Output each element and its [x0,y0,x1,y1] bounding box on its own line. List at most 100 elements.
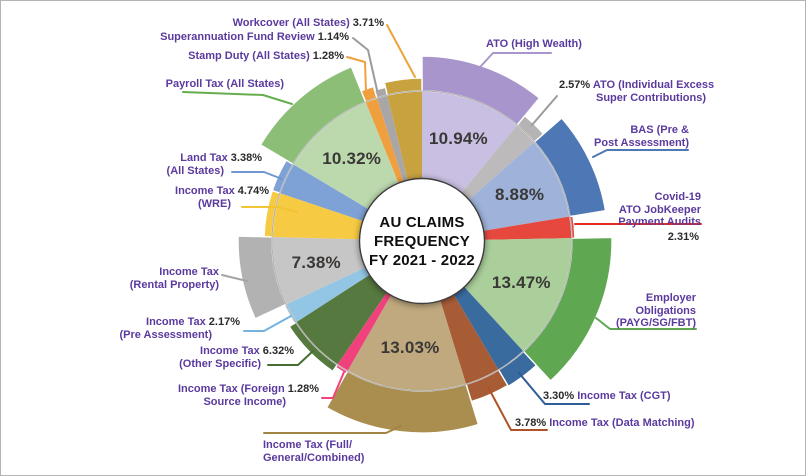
callout-other-specific: Income Tax 6.32% (Other Specific) [161,345,294,370]
callout-full-general-combined: Income Tax (Full/General/Combined) [263,439,393,464]
callout-label: (Other Specific) [179,357,261,370]
callout-jobkeeper-pct: 2.31% [599,231,699,244]
callout-percent: 3.78% [515,417,550,429]
leader-line-payroll-tax [182,91,293,105]
segment-inner-jobkeeper [483,216,572,240]
leader-line-data-matching [487,386,548,431]
leader-line-land-tax [231,171,283,180]
callout-label: Employer [645,292,696,304]
segment-inner-bas [468,141,570,231]
callout-line: 3.78% Income Tax (Data Matching) [515,417,700,430]
callout-line: Obligations [576,304,697,318]
callout-line: (PAYG/SG/FBT) [576,317,696,330]
callout-percent: 3.71% [352,17,384,29]
callout-line: (WRE) [151,198,269,211]
callout-label: Income Tax [159,266,219,278]
callout-label: Land Tax [180,152,231,164]
leader-line-cgt [518,372,590,405]
segment-inner-foreign-source [337,292,391,372]
callout-line: Land Tax 3.38% [151,152,262,165]
leader-line-foreign-source [321,371,345,399]
callout-label: Post Assessment) [594,136,689,149]
segment-percent-bas: 8.88% [494,184,545,204]
callout-label: Superannuation Fund Review [160,31,318,43]
segment-inner-wre [272,193,363,240]
leader-line-excess-super [531,95,558,126]
callout-percent: 6.32% [262,345,294,357]
callout-percent: 2.31% [667,231,699,243]
callout-line: Income Tax 4.74% [151,185,269,198]
callout-line: Income Tax (Full/ [263,439,393,452]
callout-line: 2.57% ATO (Individual Excess [559,79,724,92]
leader-line-wre [241,206,298,213]
leader-line-stamp-duty [346,56,367,93]
callout-line: Income Tax (Foreign 1.28% [171,383,319,396]
callout-percent: 4.74% [237,185,269,197]
center-circle [358,177,486,305]
callout-line: Payroll Tax (All States) [119,78,284,91]
segment-inner-full-general-combined [347,295,467,391]
callout-label: (All States) [166,164,224,177]
segment-inner-high-wealth [422,91,518,193]
center-title-line: FY 2021 - 2022 [369,252,475,269]
segment-percent-employer-obligations: 13.47% [491,273,551,293]
callout-line: Superannuation Fund Review 1.14% [127,31,349,44]
callout-line: Source Income) [171,396,319,409]
callout-line: Stamp Duty (All States) 1.28% [124,50,344,63]
callout-line: (Rental Property) [111,279,219,292]
callout-line: Income Tax 6.32% [161,345,294,358]
callout-line: Payment Audits [579,216,701,229]
callout-employer-obligations: Employer Obligations (PAYG/SG/FBT) [576,292,696,330]
leader-line-pre-assessment [243,315,292,332]
callout-wre: Income Tax 4.74% (WRE) [151,185,269,210]
callout-line: Income Tax [111,266,219,279]
callout-line: Employer [576,292,696,305]
callout-label: Payment Audits [618,216,701,228]
callout-land-tax: Land Tax 3.38% (All States) [151,152,262,177]
segment-inner-land-tax [279,164,369,222]
segment-percent-high-wealth: 10.94% [428,129,488,149]
segment-inner-payroll-tax [293,101,399,210]
callout-line: 2.31% [599,231,699,244]
callout-label: Income Tax (Foreign [177,383,288,395]
ring-outline [271,90,573,392]
callout-label: Payroll Tax (All States) [165,78,284,90]
callout-cgt: 3.30% Income Tax (CGT) [543,390,703,403]
callout-line: (Other Specific) [161,358,294,371]
callout-line: Post Assessment) [569,137,689,150]
callout-label: Income Tax [200,345,263,357]
callout-superannuation: Superannuation Fund Review 1.14% [127,31,349,44]
center-title-line: AU CLAIMS [379,214,465,231]
callout-percent: 1.28% [312,50,344,62]
callout-percent: 1.14% [317,31,349,43]
callout-label: Income Tax (CGT) [577,390,671,402]
callout-label: ATO (High Wealth) [486,38,582,50]
callout-jobkeeper: Covid-19 ATO JobKeeper Payment Audits [579,191,701,229]
callout-label: Source Income) [203,395,286,408]
callout-high-wealth: ATO (High Wealth) [486,38,646,51]
callout-percent: 3.38% [230,152,262,164]
leader-line-other-specific [267,350,314,366]
callout-label: ATO (Individual Excess [592,79,715,91]
callout-line: Super Contributions) [559,92,724,105]
callout-label: Obligations [635,304,697,317]
callout-percent: 2.17% [208,316,240,328]
leader-line-bas [592,149,689,158]
callout-line: ATO (High Wealth) [486,38,646,51]
callout-line: (Pre Assessment) [109,329,240,342]
segment-inner-other-specific [295,274,387,365]
callout-label: Super Contributions) [596,91,706,104]
segment-inner-data-matching [440,294,499,385]
center-title-line: FREQUENCY [374,233,470,250]
callout-percent: 3.30% [543,390,578,402]
callout-label: Income Tax (Data Matching) [549,417,695,429]
callout-label: (Pre Assessment) [119,328,212,341]
callout-excess-super: 2.57% ATO (Individual Excess Super Contri… [559,79,724,104]
segment-inner-stamp-duty [365,97,404,184]
callout-label: Income Tax [175,185,238,197]
segment-inner-employer-obligations [464,238,572,352]
callout-percent: 1.28% [287,383,319,395]
callout-label: General/Combined) [263,451,365,464]
